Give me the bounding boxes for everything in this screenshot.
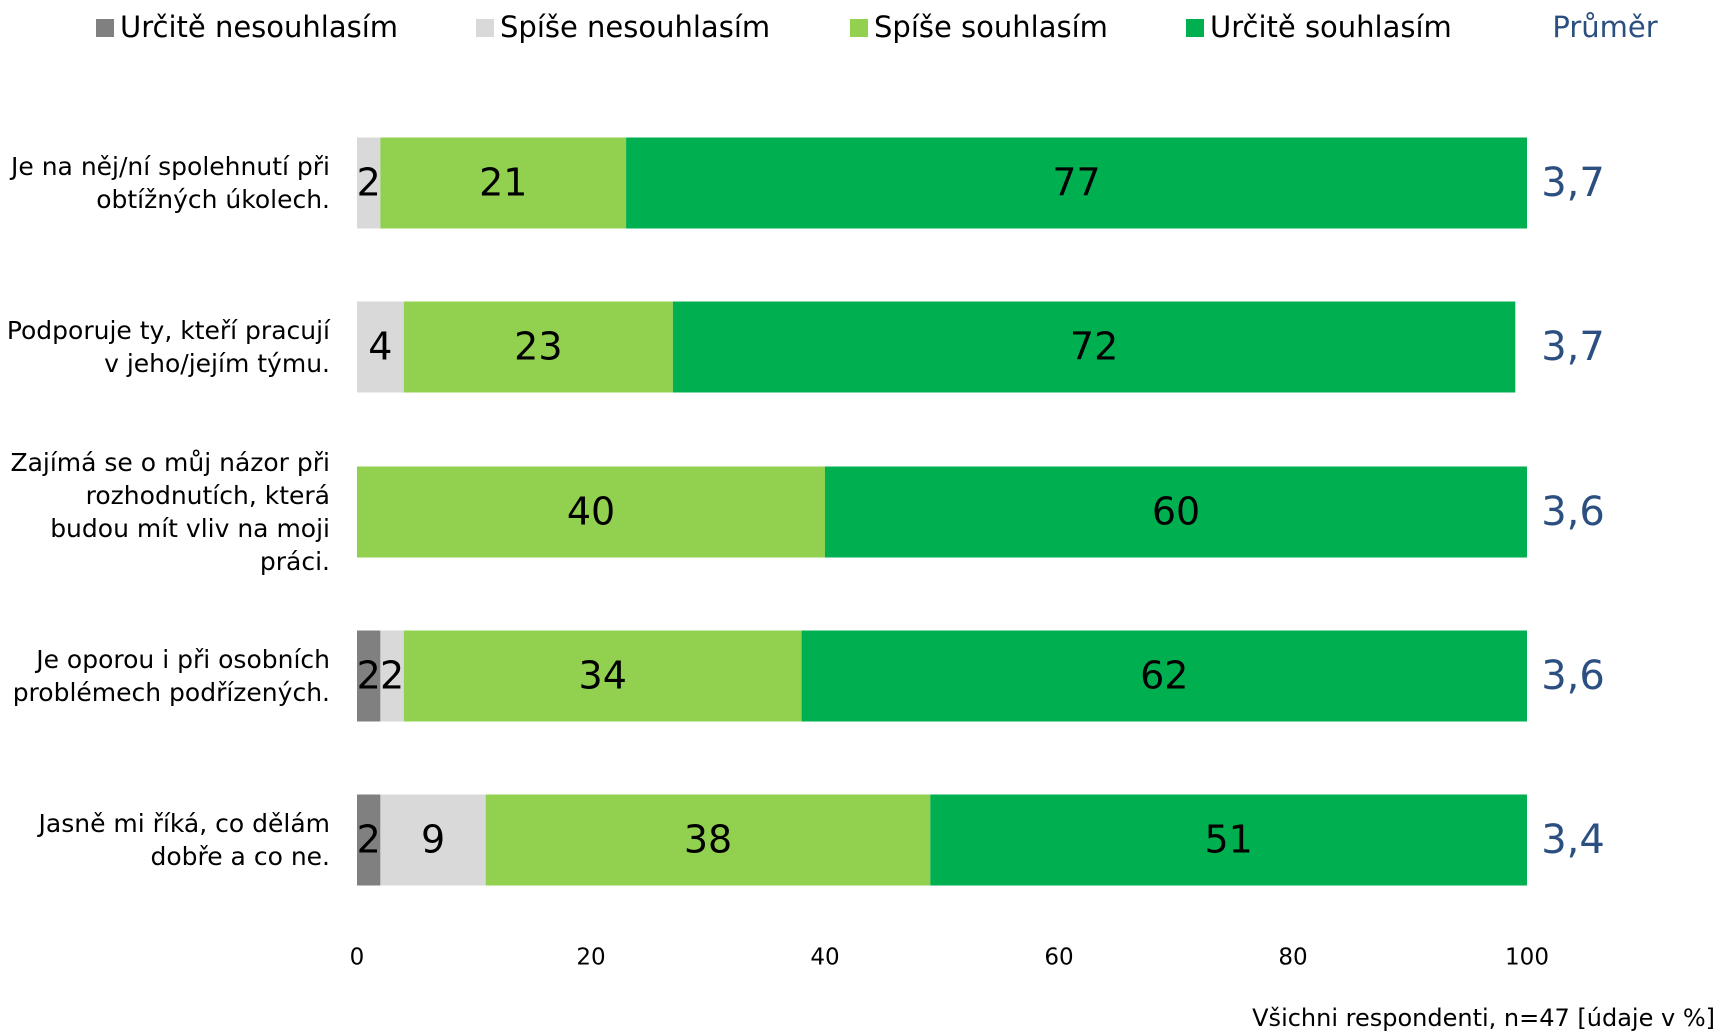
data-label: 51: [1204, 818, 1252, 862]
bar-segment: [403, 301, 673, 393]
data-label: 2: [380, 654, 404, 698]
data-label: 77: [1052, 161, 1100, 205]
bar-segment: [485, 794, 931, 886]
bar-segment: [357, 794, 381, 886]
bar-segment: [357, 301, 404, 393]
legend-label: Spíše souhlasím: [874, 10, 1108, 44]
legend-swatch: [1186, 19, 1204, 37]
bar-segment: [930, 794, 1527, 886]
category-label: Zajímá se o můj názor při rozhodnutích, …: [10, 448, 330, 576]
data-label: 40: [567, 490, 615, 534]
bar-segment: [380, 630, 404, 722]
category-label: Jasně mi říká, co dělám dobře a co ne.: [38, 809, 330, 871]
data-label: 4: [368, 325, 392, 369]
x-tick-label: 100: [1505, 945, 1549, 971]
bar-segment: [380, 137, 627, 229]
legend-label: Spíše nesouhlasím: [500, 10, 770, 44]
category-label: Je na něj/ní spolehnutí při obtížných úk…: [11, 152, 330, 214]
x-tick-label: 60: [1044, 945, 1073, 971]
x-tick-label: 20: [576, 945, 605, 971]
bar-segment: [626, 137, 1527, 229]
mean-label: 3,4: [1541, 817, 1605, 863]
data-label: 2: [357, 818, 381, 862]
data-label: 23: [514, 325, 562, 369]
mean-label: 3,7: [1541, 160, 1605, 206]
data-label: 34: [579, 654, 627, 698]
data-label: 60: [1152, 490, 1200, 534]
data-label: 2: [357, 161, 381, 205]
bar-segment: [801, 630, 1527, 722]
legend-label: Určitě nesouhlasím: [120, 10, 398, 44]
bar-segment: [357, 466, 825, 558]
x-tick-label: 40: [810, 945, 839, 971]
data-label: 72: [1070, 325, 1118, 369]
data-label: 62: [1140, 654, 1188, 698]
bar-segment: [403, 630, 802, 722]
x-tick-label: 80: [1278, 945, 1307, 971]
legend-swatch: [476, 19, 494, 37]
legend-swatch: [850, 19, 868, 37]
data-label: 9: [421, 818, 445, 862]
category-label: Podporuje ty, kteří pracují v jeho/jejím…: [6, 316, 330, 378]
category-label: Je oporou i při osobních problémech podř…: [12, 645, 330, 707]
note: Všichni respondenti, n=47 [údaje v %]: [1252, 1004, 1715, 1032]
bar-segment: [357, 137, 381, 229]
legend-swatch: [96, 19, 114, 37]
data-label: 2: [357, 654, 381, 698]
legend-label: Určitě souhlasím: [1210, 10, 1452, 44]
mean-header: Průměr: [1552, 10, 1657, 44]
data-label: 21: [479, 161, 527, 205]
mean-label: 3,6: [1541, 489, 1605, 535]
data-label: 38: [684, 818, 732, 862]
x-tick-label: 0: [350, 945, 365, 971]
bar-segment: [825, 466, 1527, 558]
mean-label: 3,7: [1541, 324, 1605, 370]
bar-segment: [380, 794, 486, 886]
bar-segment: [357, 630, 381, 722]
mean-label: 3,6: [1541, 653, 1605, 699]
bar-segment: [672, 301, 1516, 393]
